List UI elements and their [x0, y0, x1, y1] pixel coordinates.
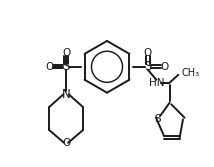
Text: CH₃: CH₃: [181, 68, 199, 78]
Text: O: O: [62, 48, 70, 58]
Text: S: S: [62, 60, 70, 73]
Text: HN: HN: [149, 78, 165, 88]
Text: O: O: [46, 62, 54, 72]
Text: O: O: [62, 138, 70, 148]
Text: O: O: [144, 48, 152, 58]
Text: O: O: [160, 62, 168, 72]
Text: S: S: [144, 60, 152, 73]
Text: N: N: [62, 88, 70, 101]
Text: S: S: [155, 114, 161, 124]
